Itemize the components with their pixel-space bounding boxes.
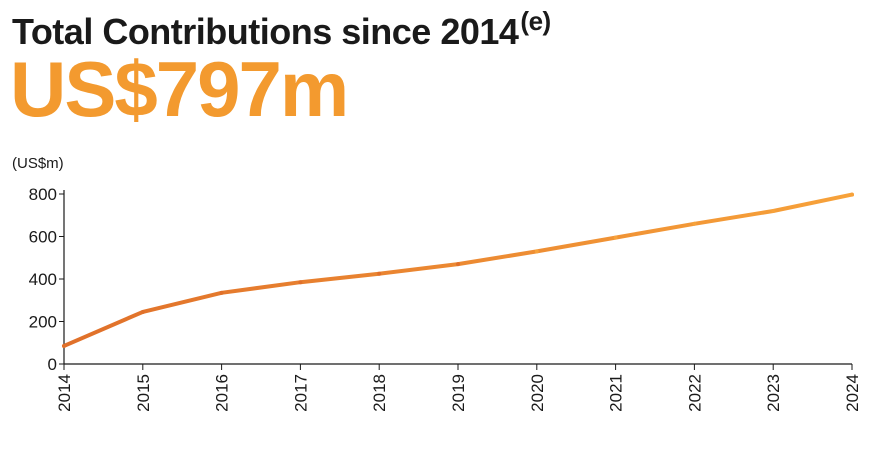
title-footnote-marker: (e) xyxy=(520,6,551,36)
title-text: Total Contributions since 2014 xyxy=(12,11,519,52)
x-tick-label: 2023 xyxy=(764,374,783,412)
data-point xyxy=(771,209,776,213)
chart-title: Total Contributions since 2014(e) xyxy=(12,6,551,53)
y-axis-ticks: 0 200 400 600 800 xyxy=(29,185,64,374)
data-point xyxy=(140,309,145,314)
data-point xyxy=(62,343,66,348)
x-axis-ticks: 2014 2015 2016 2017 2018 2019 2020 2021 2022 2023… xyxy=(55,364,862,412)
series-points xyxy=(62,192,854,348)
x-tick-label: 2015 xyxy=(134,374,153,412)
data-point xyxy=(613,235,618,240)
data-point xyxy=(377,271,382,276)
x-tick-label: 2014 xyxy=(55,374,74,412)
x-tick-label: 2024 xyxy=(843,374,862,412)
x-tick-label: 2019 xyxy=(449,374,468,412)
x-tick-label: 2017 xyxy=(291,374,310,412)
y-unit-label: (US$m) xyxy=(12,155,64,172)
y-tick-label: 400 xyxy=(29,270,57,289)
headline-total: US$797m xyxy=(10,45,349,133)
x-tick-label: 2022 xyxy=(685,374,704,412)
y-tick-label: 800 xyxy=(29,185,57,204)
y-tick-label: 0 xyxy=(48,355,57,374)
x-tick-label: 2021 xyxy=(607,374,626,412)
data-point xyxy=(692,221,697,226)
data-point xyxy=(456,262,460,267)
data-point xyxy=(534,249,539,254)
x-tick-label: 2018 xyxy=(370,374,389,412)
data-point xyxy=(219,290,224,295)
series-line xyxy=(62,192,854,348)
x-tick-label: 2020 xyxy=(528,374,547,412)
y-tick-label: 200 xyxy=(29,313,57,332)
x-tick-label: 2016 xyxy=(213,374,232,412)
y-tick-label: 600 xyxy=(29,228,57,247)
data-point xyxy=(298,280,303,285)
data-point xyxy=(850,192,854,197)
